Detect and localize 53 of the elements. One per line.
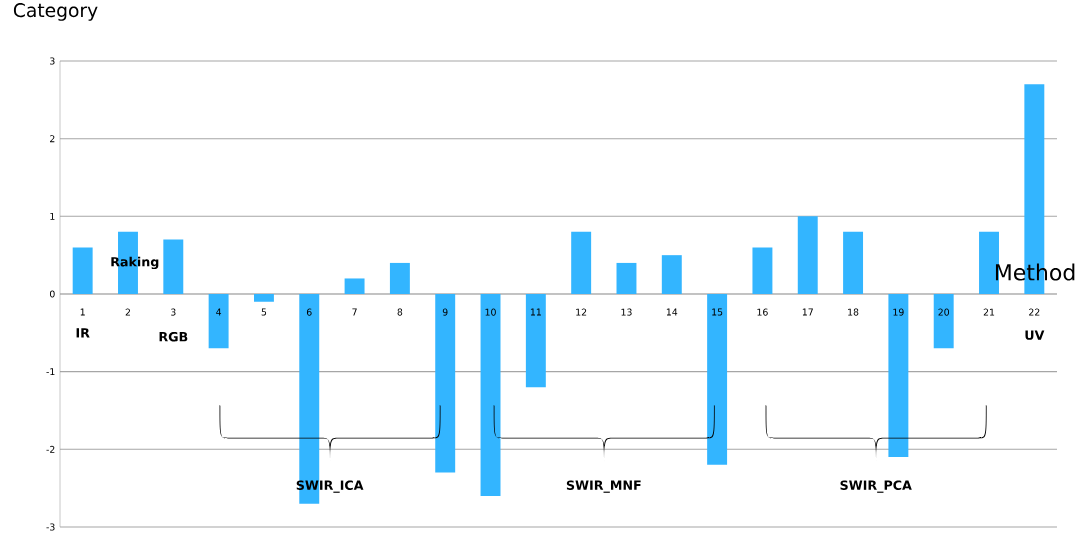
bar xyxy=(72,247,93,294)
bar xyxy=(571,231,592,294)
y-tick-label: 2 xyxy=(50,135,55,143)
y-tick-label: 1 xyxy=(50,212,55,220)
x-tick-label: 4 xyxy=(216,308,222,316)
bar xyxy=(752,247,773,294)
bar xyxy=(707,293,728,465)
bar xyxy=(933,293,954,349)
bar xyxy=(163,239,184,294)
x-tick-label: 17 xyxy=(802,308,813,316)
x-tick-label: 18 xyxy=(848,308,859,316)
annotation: SWIR_MNF xyxy=(566,480,641,493)
x-tick-label: 6 xyxy=(306,308,312,316)
bar xyxy=(389,262,410,294)
x-tick-label: 15 xyxy=(712,308,723,316)
bar xyxy=(208,293,229,349)
bar xyxy=(797,216,818,294)
x-tick-label: 7 xyxy=(352,308,357,316)
y-tick-label: -2 xyxy=(46,445,55,453)
x-tick-label: 20 xyxy=(938,308,950,316)
bar xyxy=(661,255,682,294)
bar xyxy=(843,231,864,294)
x-tick-label: 22 xyxy=(1029,308,1040,316)
x-tick-label: 2 xyxy=(125,308,131,316)
bar xyxy=(888,293,909,458)
bar xyxy=(435,293,456,473)
annotation: RGB xyxy=(159,331,188,342)
y-tick-label: 3 xyxy=(50,57,55,65)
x-tick-label: 5 xyxy=(261,308,267,316)
y-tick-label: -3 xyxy=(46,523,55,531)
annotation: IR xyxy=(76,328,90,338)
bar xyxy=(253,293,274,302)
x-tick-label: 13 xyxy=(621,308,632,316)
bar xyxy=(480,293,501,496)
x-tick-label: 14 xyxy=(666,308,678,316)
x-tick-label: 16 xyxy=(757,308,768,316)
chart-title: Category xyxy=(13,3,98,21)
x-tick-label: 8 xyxy=(397,308,403,316)
x-tick-label: 11 xyxy=(530,308,541,316)
x-tick-label: 10 xyxy=(485,308,496,316)
x-tick-label: 12 xyxy=(576,308,587,316)
x-tick-label: 19 xyxy=(893,308,904,316)
y-tick-label: -1 xyxy=(46,368,55,376)
annotation: UV xyxy=(1025,330,1045,340)
bar xyxy=(616,262,637,294)
y-tick-label: 0 xyxy=(49,290,55,298)
x-tick-label: 1 xyxy=(80,308,85,316)
bar xyxy=(525,293,546,388)
x-tick-label: 3 xyxy=(171,308,176,316)
bar xyxy=(344,278,365,294)
x-tick-label: 9 xyxy=(442,308,448,316)
annotation: SWIR_PCA xyxy=(840,480,912,493)
x-tick-label: 21 xyxy=(983,308,995,316)
